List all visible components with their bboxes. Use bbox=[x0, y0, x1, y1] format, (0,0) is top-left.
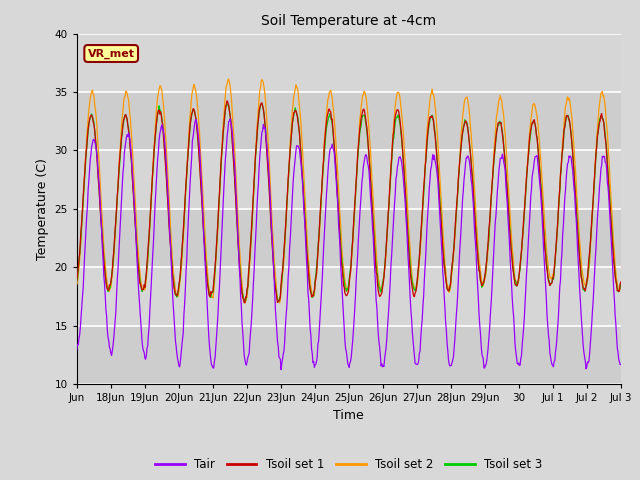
Tsoil set 1 bbox=[137, 281, 145, 287]
Tsoil set 1 bbox=[285, 155, 293, 160]
Tsoil set 2 bbox=[237, 272, 245, 278]
Tsoil set 3 bbox=[258, 101, 266, 107]
Tsoil set 2 bbox=[437, 186, 445, 192]
Tair bbox=[137, 319, 145, 325]
Tair bbox=[226, 116, 234, 122]
Tair bbox=[617, 362, 625, 368]
Tsoil set 3 bbox=[275, 299, 282, 304]
Tsoil set 1 bbox=[406, 267, 414, 273]
Tsoil set 3 bbox=[437, 207, 445, 213]
Tair bbox=[277, 367, 285, 372]
Tair bbox=[406, 294, 414, 300]
Tsoil set 3 bbox=[137, 283, 145, 289]
Tsoil set 3 bbox=[73, 279, 81, 285]
Tsoil set 1 bbox=[437, 211, 445, 217]
Tsoil set 1 bbox=[241, 300, 248, 306]
Tair bbox=[73, 347, 81, 352]
Tsoil set 1 bbox=[223, 98, 231, 104]
Tsoil set 1 bbox=[265, 183, 273, 189]
Tsoil set 3 bbox=[617, 280, 625, 286]
Tsoil set 2 bbox=[225, 76, 232, 82]
Line: Tsoil set 1: Tsoil set 1 bbox=[77, 101, 621, 303]
Tsoil set 2 bbox=[617, 284, 625, 289]
Line: Tsoil set 2: Tsoil set 2 bbox=[77, 79, 621, 303]
Tsoil set 3 bbox=[406, 260, 414, 266]
X-axis label: Time: Time bbox=[333, 408, 364, 421]
Tsoil set 2 bbox=[406, 248, 414, 253]
Tsoil set 2 bbox=[285, 152, 293, 158]
Tair bbox=[264, 161, 272, 167]
Tsoil set 1 bbox=[617, 279, 625, 285]
Bar bbox=[77, 150, 621, 209]
Bar bbox=[77, 267, 621, 325]
Tsoil set 3 bbox=[264, 168, 272, 174]
Bar bbox=[77, 325, 621, 384]
Title: Soil Temperature at -4cm: Soil Temperature at -4cm bbox=[261, 14, 436, 28]
Line: Tsoil set 3: Tsoil set 3 bbox=[77, 104, 621, 301]
Tsoil set 3 bbox=[237, 276, 244, 281]
Tair bbox=[285, 246, 293, 252]
Tsoil set 2 bbox=[276, 300, 284, 306]
Line: Tair: Tair bbox=[77, 119, 621, 370]
Tsoil set 2 bbox=[73, 282, 81, 288]
Tsoil set 1 bbox=[237, 284, 245, 289]
Text: VR_met: VR_met bbox=[88, 48, 134, 59]
Tsoil set 2 bbox=[137, 277, 145, 283]
Y-axis label: Temperature (C): Temperature (C) bbox=[36, 158, 49, 260]
Tsoil set 3 bbox=[285, 156, 293, 162]
Tair bbox=[437, 229, 445, 235]
Bar bbox=[77, 34, 621, 92]
Tair bbox=[237, 304, 245, 310]
Bar bbox=[77, 92, 621, 150]
Tsoil set 1 bbox=[73, 278, 81, 284]
Legend: Tair, Tsoil set 1, Tsoil set 2, Tsoil set 3: Tair, Tsoil set 1, Tsoil set 2, Tsoil se… bbox=[150, 454, 547, 476]
Bar bbox=[77, 209, 621, 267]
Tsoil set 2 bbox=[264, 141, 272, 146]
